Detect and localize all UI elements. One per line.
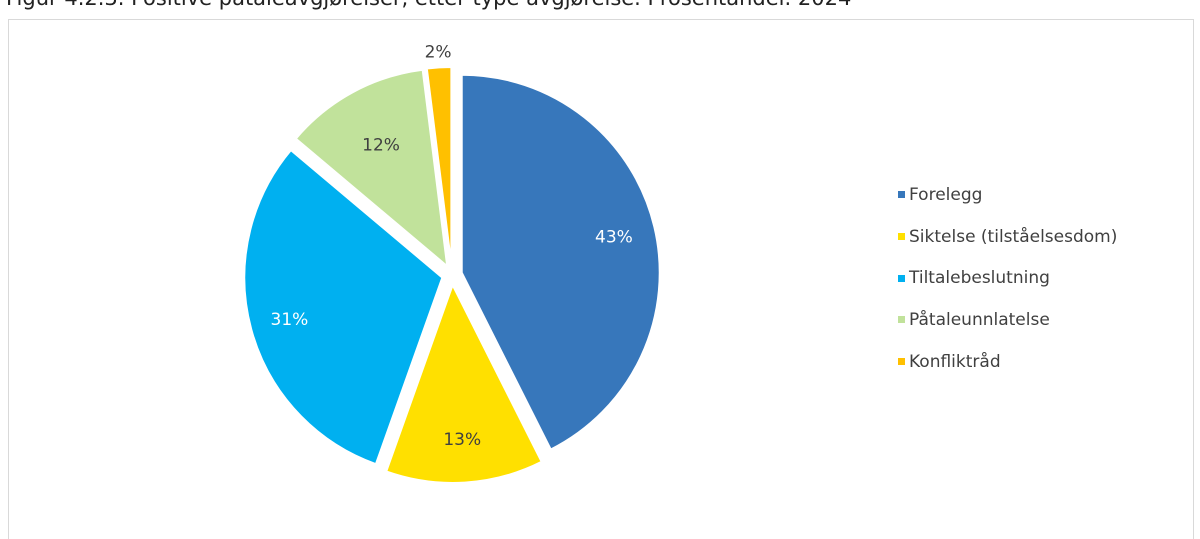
legend-swatch	[898, 358, 905, 366]
pie-slice-siktelse-tilst-elsesdom-[interactable]	[384, 282, 544, 484]
data-label: 43%	[595, 228, 633, 248]
pie-slice-tiltalebeslutning[interactable]	[243, 148, 444, 466]
legend-item: Påtaleunnlatelse	[898, 299, 1117, 341]
legend-label: Påtaleunnlatelse	[909, 309, 1050, 330]
pie-slice-forelegg[interactable]	[460, 73, 661, 451]
legend-swatch	[898, 274, 905, 282]
legend-swatch	[898, 191, 905, 199]
chart-legend: Forelegg Siktelse (tilståelsesdom) Tiltale…	[898, 174, 1117, 382]
legend-label: Siktelse (tilståelsesdom)	[909, 226, 1118, 247]
legend-item: Tiltalebeslutning	[898, 257, 1117, 299]
data-label: 31%	[271, 310, 309, 330]
data-label: 13%	[443, 430, 481, 450]
data-label: 2%	[425, 43, 452, 63]
pie-chart: 43% 13% 31% 12% 2%	[243, 43, 661, 484]
legend-label: Konfliktråd	[909, 351, 1001, 372]
legend-swatch	[898, 316, 905, 324]
legend-swatch	[898, 233, 905, 241]
legend-label: Tiltalebeslutning	[909, 268, 1050, 289]
pie-slice-konfliktr-d[interactable]	[425, 66, 453, 266]
chart-title: Figur 4.2.3. Positive påtaleavgjørelser,…	[6, 0, 851, 10]
pie-slice-p-taleunnlatelse[interactable]	[294, 68, 449, 269]
legend-item: Konfliktråd	[898, 341, 1117, 383]
legend-label: Forelegg	[909, 184, 983, 205]
chart-frame	[8, 19, 1194, 539]
data-label: 12%	[362, 135, 400, 155]
legend-item: Siktelse (tilståelsesdom)	[898, 216, 1117, 258]
legend-item: Forelegg	[898, 174, 1117, 216]
